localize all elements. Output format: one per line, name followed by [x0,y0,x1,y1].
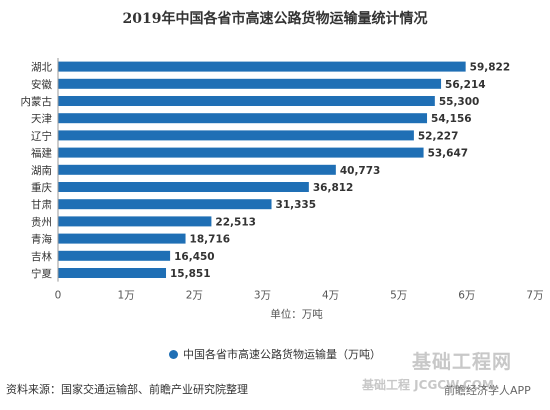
bar-4 [58,113,428,124]
category-label: 福建 [31,147,52,160]
category-label: 湖南 [31,164,52,177]
value-label: 54,156 [431,113,472,125]
value-label: 53,647 [428,148,469,160]
x-tick-label: 4万 [322,290,339,302]
bar-10 [58,216,212,227]
x-axis-unit-label: 单位：万吨 [270,308,323,321]
bar-12 [58,250,171,261]
x-axis-ticks: 0 1万 2万 3万 4万 5万 6万 7万 [55,290,544,302]
value-label: 31,335 [276,199,317,211]
value-labels: 59,822 56,214 55,300 54,156 52,227 53,647 40,7… [170,62,510,280]
x-tick-label: 1万 [118,290,135,302]
value-label: 59,822 [470,62,511,74]
bar-3 [58,96,435,106]
bar-13 [58,268,167,278]
category-label: 宁夏 [31,267,52,280]
x-tick-label: 0 [55,290,62,302]
category-label: 甘肃 [31,198,52,211]
category-label: 安徽 [31,78,52,91]
bar-9 [58,199,272,210]
bar-11 [58,233,186,244]
category-label: 天津 [31,113,52,125]
chart-title: 2019年中国各省市高速公路货物运输量统计情况 [122,11,428,27]
value-label: 15,851 [170,268,211,280]
bar-7 [58,164,336,175]
x-tick-label: 5万 [390,290,407,302]
bar-6 [58,147,424,158]
bars-group [58,61,466,278]
x-tick-label: 6万 [458,290,475,302]
bar-1 [58,61,466,72]
legend-label: 中国各省市高速公路货物运输量（万吨） [183,348,381,361]
watermark-subtitle: 基础工程 JCGCW.COM [362,378,494,392]
source-note: 资料来源：国家交通运输部、前瞻产业研究院整理 [6,383,248,396]
x-tick-label: 2万 [186,290,203,302]
watermark-site: 基础工程网 [412,351,513,373]
category-label: 青海 [31,233,52,246]
category-label: 辽宁 [31,129,52,142]
value-label: 18,716 [190,234,231,246]
value-label: 56,214 [445,79,486,91]
legend: 中国各省市高速公路货物运输量（万吨） [0,346,550,362]
category-label: 湖北 [31,62,52,74]
legend-swatch [169,349,178,359]
value-label: 52,227 [418,130,459,142]
x-tick-label: 3万 [254,290,271,302]
bar-5 [58,130,414,141]
watermark-brand: 前瞻经济学人APP [444,384,531,397]
category-label: 贵州 [31,215,52,228]
value-label: 36,812 [313,182,354,194]
value-label: 16,450 [174,251,215,263]
category-label: 内蒙古 [21,95,53,108]
value-label: 55,300 [439,96,480,108]
value-label: 40,773 [340,165,381,177]
x-tick-label: 7万 [526,290,543,302]
bar-8 [58,182,309,192]
category-label: 吉林 [31,250,52,263]
category-label: 重庆 [31,181,52,194]
value-label: 22,513 [215,216,256,228]
bar-2 [58,78,442,89]
